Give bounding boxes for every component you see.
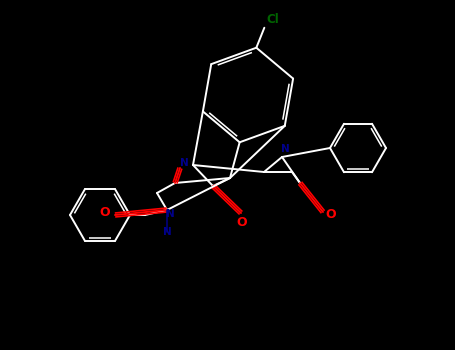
Text: O: O: [237, 216, 248, 229]
Text: N: N: [281, 144, 289, 154]
Text: N: N: [166, 209, 174, 219]
Text: O: O: [326, 208, 336, 220]
Text: N: N: [180, 158, 188, 168]
Text: Cl: Cl: [266, 13, 279, 26]
Text: O: O: [100, 206, 110, 219]
Text: N: N: [162, 227, 172, 237]
